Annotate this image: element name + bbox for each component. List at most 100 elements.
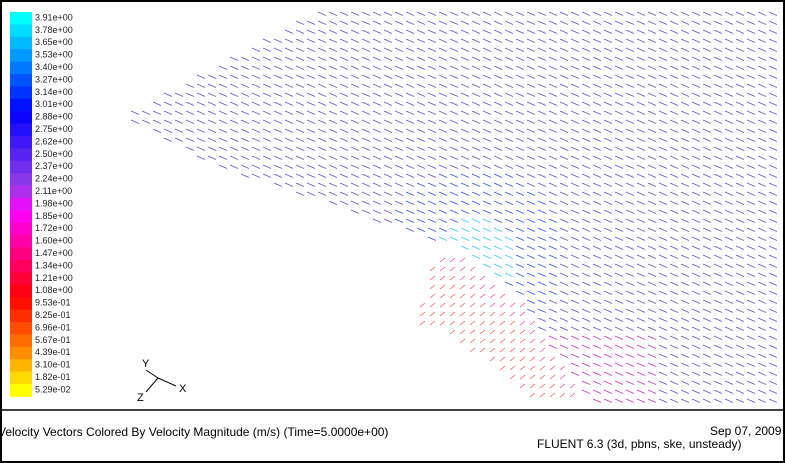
vector xyxy=(416,209,426,214)
vector xyxy=(317,119,327,124)
vector xyxy=(251,65,261,70)
vector xyxy=(735,74,745,79)
vector xyxy=(614,308,624,313)
vector xyxy=(735,227,745,232)
vector xyxy=(460,245,470,250)
vector xyxy=(669,227,679,232)
colorbar-label: 1.60e+00 xyxy=(35,236,73,246)
vector xyxy=(372,200,382,205)
vector xyxy=(669,110,679,115)
vector xyxy=(471,173,481,178)
vector xyxy=(757,155,767,160)
vector xyxy=(537,236,547,241)
vector xyxy=(317,56,327,61)
vector xyxy=(526,65,536,70)
vector xyxy=(768,65,778,70)
vector xyxy=(581,101,591,106)
vector xyxy=(570,272,580,277)
vector xyxy=(625,245,635,250)
vector xyxy=(636,191,646,196)
vector xyxy=(691,173,701,178)
vector xyxy=(427,92,437,97)
vector xyxy=(724,398,734,403)
vector xyxy=(383,38,393,43)
vector xyxy=(680,227,690,232)
vector xyxy=(240,155,250,160)
vector xyxy=(658,101,668,106)
vector xyxy=(647,209,657,214)
vector xyxy=(339,173,349,178)
vector xyxy=(439,266,446,272)
vector xyxy=(603,317,613,322)
vector xyxy=(680,272,690,277)
colorbar-swatch xyxy=(10,185,32,199)
vector xyxy=(559,392,566,398)
vector xyxy=(196,119,206,124)
vector xyxy=(724,155,734,160)
vector xyxy=(691,272,701,277)
vector xyxy=(416,101,426,106)
vector xyxy=(317,92,327,97)
vector xyxy=(603,101,613,106)
vector xyxy=(229,137,239,142)
vector xyxy=(519,356,526,362)
vector xyxy=(350,74,360,79)
vector xyxy=(559,272,569,277)
vector xyxy=(251,128,261,133)
vector xyxy=(603,227,613,232)
vector xyxy=(251,74,261,79)
vector xyxy=(328,29,338,34)
vector xyxy=(196,110,206,115)
vector xyxy=(317,11,327,16)
vector xyxy=(394,218,404,223)
vector xyxy=(526,83,536,88)
vector xyxy=(526,227,536,232)
vector xyxy=(152,128,162,133)
vector xyxy=(768,236,778,241)
vector xyxy=(559,236,569,241)
vector xyxy=(427,29,437,34)
vector xyxy=(526,245,536,250)
colorbar-label: 3.65e+00 xyxy=(35,37,73,47)
vector xyxy=(185,146,195,151)
vector xyxy=(350,11,360,16)
vector xyxy=(636,236,646,241)
vector xyxy=(768,326,778,331)
vector xyxy=(471,110,481,115)
vector xyxy=(196,146,206,151)
vector xyxy=(702,371,712,376)
vector xyxy=(515,146,525,151)
vector xyxy=(768,173,778,178)
vector xyxy=(636,335,646,340)
vector xyxy=(339,65,349,70)
vector xyxy=(416,164,426,169)
vector xyxy=(658,110,668,115)
vector xyxy=(592,56,602,61)
vector xyxy=(768,47,778,52)
vector xyxy=(295,92,305,97)
vector xyxy=(757,101,767,106)
vector xyxy=(713,11,723,16)
vector xyxy=(295,65,305,70)
colorbar-swatch xyxy=(10,61,32,75)
vector xyxy=(548,173,558,178)
vector xyxy=(361,101,371,106)
vector xyxy=(691,20,701,25)
vector xyxy=(306,164,316,169)
vector xyxy=(603,47,613,52)
vector xyxy=(702,137,712,142)
vector xyxy=(614,164,624,169)
vector xyxy=(669,191,679,196)
vector xyxy=(328,200,338,205)
vector xyxy=(702,245,712,250)
vector xyxy=(339,146,349,151)
vector xyxy=(581,92,591,97)
vector xyxy=(603,137,613,142)
vector xyxy=(658,146,668,151)
vector xyxy=(515,164,525,169)
vector xyxy=(207,74,217,79)
vector xyxy=(625,182,635,187)
vector xyxy=(581,371,591,376)
vector xyxy=(702,218,712,223)
